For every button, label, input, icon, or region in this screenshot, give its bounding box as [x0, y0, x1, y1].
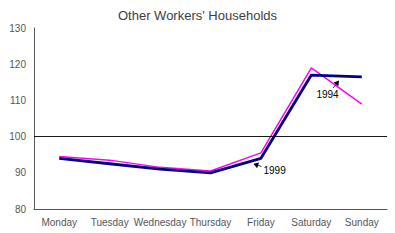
svg-text:Friday: Friday	[247, 217, 275, 228]
svg-text:1994: 1994	[316, 89, 339, 100]
svg-text:Tuesday: Tuesday	[91, 217, 129, 228]
svg-text:110: 110	[10, 95, 26, 106]
svg-text:Thursday: Thursday	[190, 217, 232, 228]
svg-text:Saturday: Saturday	[291, 217, 331, 228]
svg-text:1999: 1999	[263, 165, 286, 176]
svg-text:Other Workers' Households: Other Workers' Households	[118, 8, 278, 23]
svg-text:Wednesday: Wednesday	[134, 217, 187, 228]
svg-text:80: 80	[15, 204, 27, 215]
svg-text:100: 100	[9, 131, 26, 142]
svg-text:Monday: Monday	[41, 217, 77, 228]
svg-text:90: 90	[15, 167, 27, 178]
svg-text:Sunday: Sunday	[345, 217, 379, 228]
svg-text:120: 120	[9, 59, 26, 70]
svg-text:130: 130	[9, 23, 26, 34]
